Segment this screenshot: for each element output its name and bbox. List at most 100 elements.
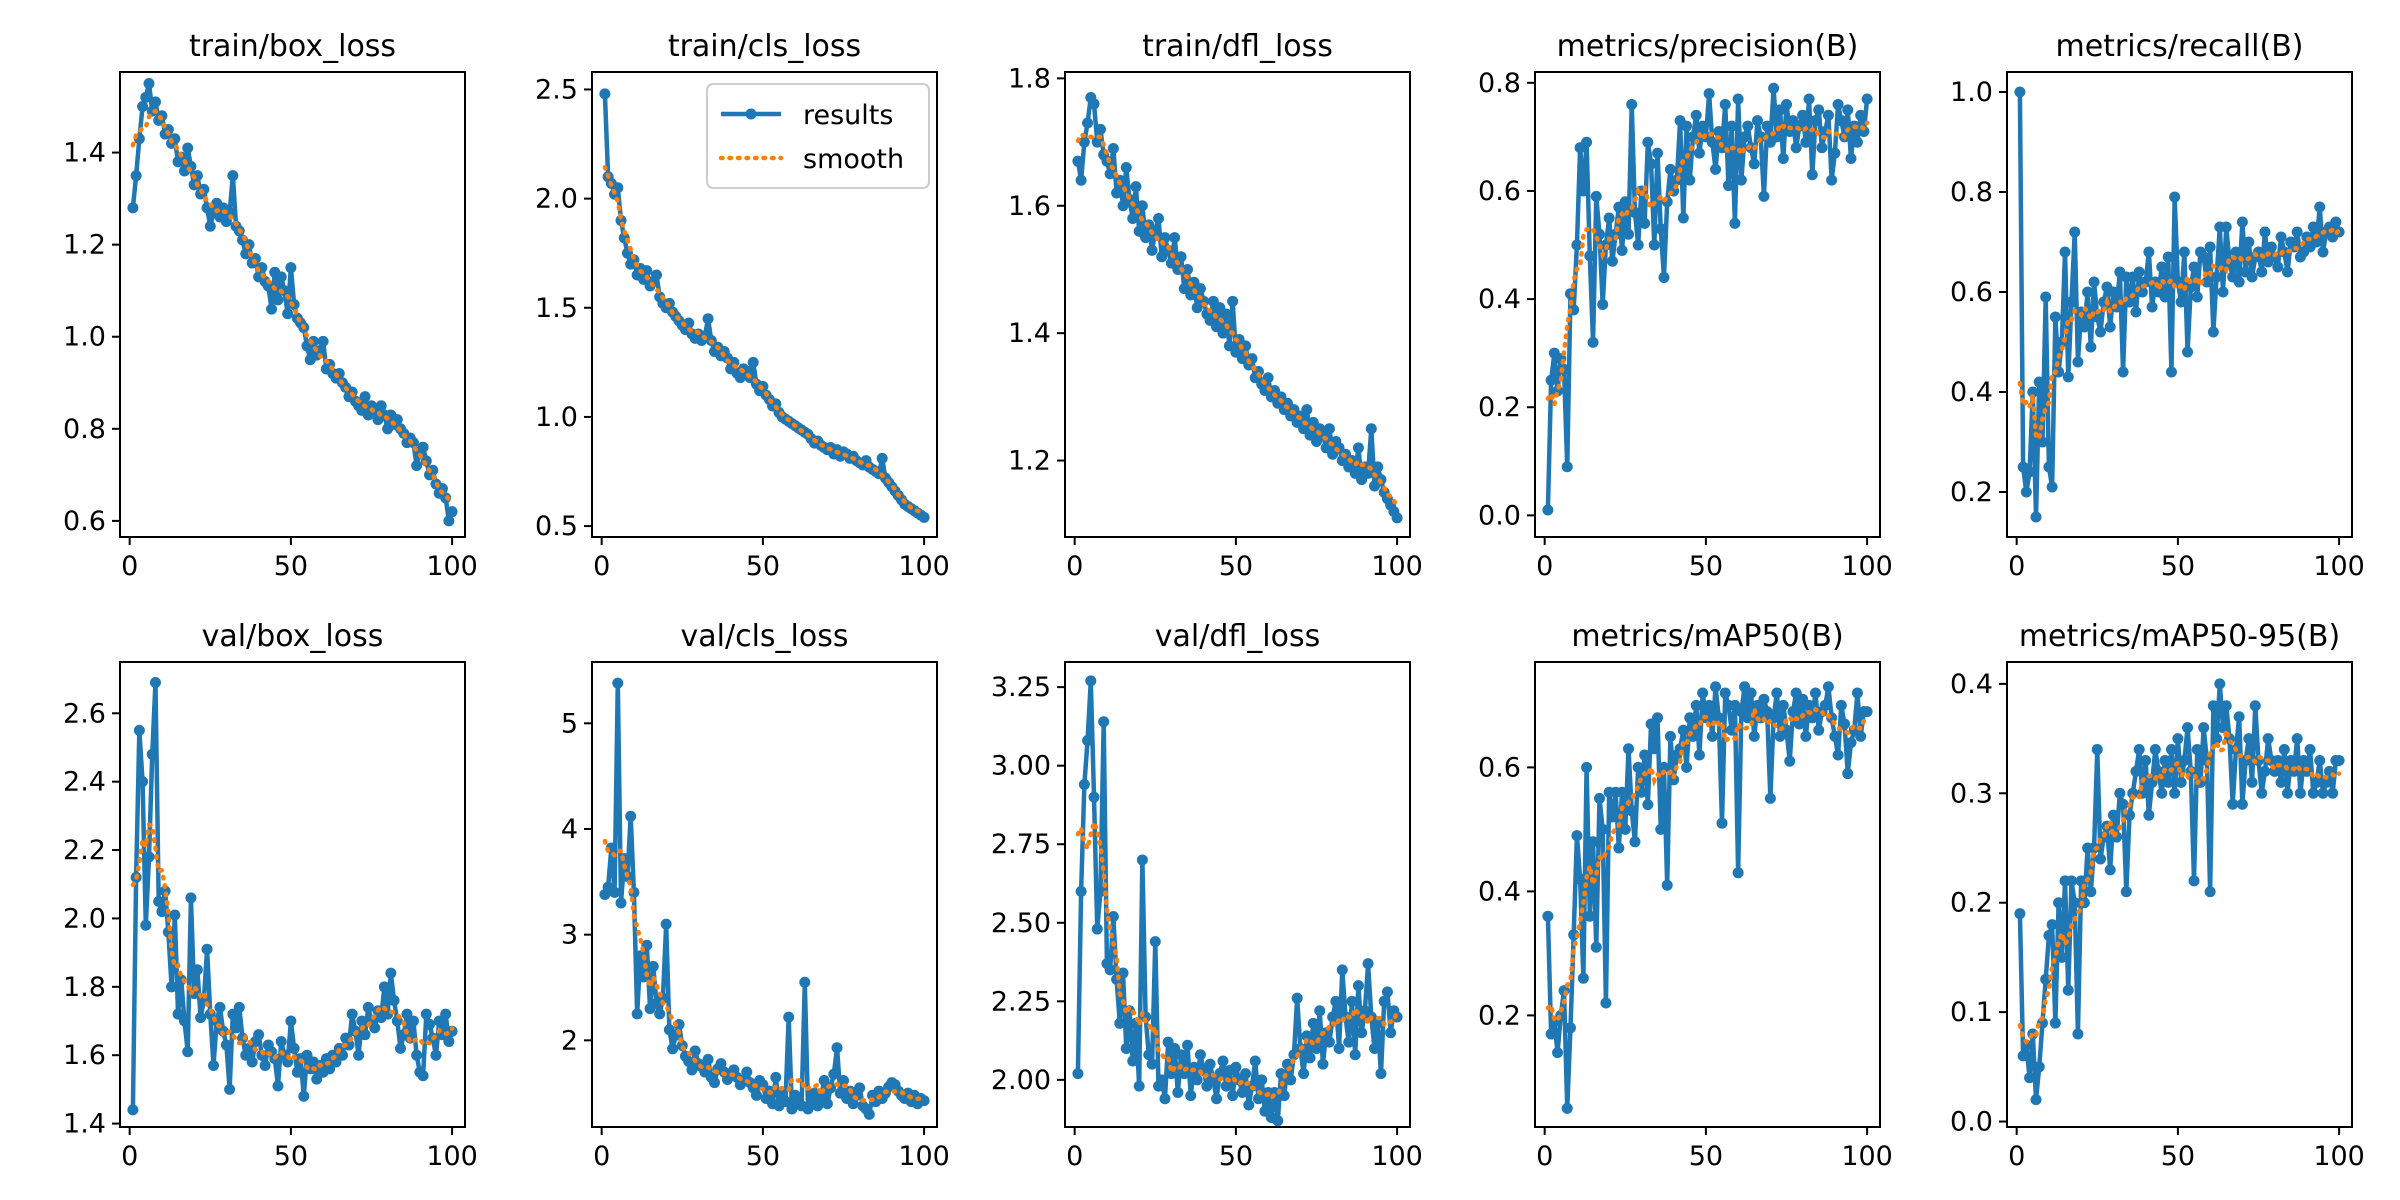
results-point <box>362 1001 374 1013</box>
results-point <box>1545 374 1557 386</box>
y-tick-label: 2.75 <box>991 829 1051 860</box>
results-point <box>137 101 149 113</box>
results-point <box>1085 675 1097 687</box>
results-point <box>2062 371 2074 383</box>
results-point <box>395 1042 407 1054</box>
results-point <box>401 1008 413 1020</box>
results-point <box>1722 180 1734 192</box>
results-point <box>1240 1068 1252 1080</box>
results-point <box>1623 743 1634 755</box>
results-point <box>233 1001 245 1013</box>
results-point <box>1140 232 1152 244</box>
y-tick-label: 0.1 <box>1950 997 1993 1028</box>
results-point <box>2065 296 2077 308</box>
results-point <box>1642 799 1654 811</box>
subplot-title: val/box_loss <box>202 619 384 654</box>
results-point <box>2053 897 2065 909</box>
y-tick-label: 0.0 <box>1478 500 1521 531</box>
results-point <box>1175 251 1187 263</box>
results-point <box>1581 761 1593 773</box>
x-tick-label: 100 <box>426 551 478 582</box>
results-point <box>1346 995 1358 1007</box>
results-point <box>1655 823 1667 835</box>
results-point <box>166 981 178 993</box>
results-point <box>1214 1068 1226 1080</box>
subplot-metrics-recall-b: metrics/recall(B) 0 50 100 0.2 0.4 0.6 0.8 1.0 <box>1950 29 2365 582</box>
x-tick-label: 50 <box>2161 1141 2195 1172</box>
smooth-line <box>602 838 927 1103</box>
results-point <box>2220 221 2232 233</box>
results-point <box>1356 1027 1368 1039</box>
results-point <box>375 400 387 412</box>
results-point <box>1577 185 1589 197</box>
results-point <box>2020 1039 2032 1051</box>
results-point <box>2040 973 2052 985</box>
y-tick-label: 1.5 <box>535 293 578 324</box>
results-point <box>1648 239 1660 251</box>
results-point <box>1593 792 1605 804</box>
results-point <box>1597 299 1609 310</box>
results-point <box>285 1015 297 1027</box>
results-point <box>1104 168 1116 180</box>
results-point <box>641 265 653 277</box>
results-point <box>227 1008 239 1020</box>
x-tick-label: 50 <box>2161 551 2195 582</box>
results-point <box>2114 787 2126 799</box>
results-point <box>224 1083 236 1095</box>
results-point <box>2133 266 2145 278</box>
results-point <box>1677 724 1689 736</box>
results-point <box>2062 984 2074 996</box>
results-point <box>1104 964 1116 976</box>
y-tick-label: 2.5 <box>535 74 578 105</box>
results-point <box>1159 1093 1171 1105</box>
results-point <box>1629 836 1641 848</box>
results-point <box>1851 687 1863 699</box>
results-point <box>2249 700 2261 712</box>
results-point <box>2330 216 2342 228</box>
results-point <box>1156 1074 1168 1086</box>
results-point <box>1613 842 1625 854</box>
results-point <box>424 1018 436 1030</box>
results-point <box>612 677 624 689</box>
results-point <box>683 1055 695 1067</box>
y-tick-label: 0.6 <box>63 506 106 537</box>
results-point <box>2227 798 2239 810</box>
results-point <box>2143 246 2155 258</box>
results-point <box>1768 82 1780 94</box>
results-point <box>1745 687 1757 699</box>
results-point <box>1349 1049 1361 1061</box>
axes-frame <box>1534 71 1881 538</box>
results-point <box>1719 98 1731 110</box>
subplot-title: train/cls_loss <box>668 29 861 64</box>
subplot-val-box-loss: val/box_loss 0 50 100 1.4 1.6 1.8 2.0 2.2 2.4 2.6 <box>63 619 478 1172</box>
results-point <box>282 308 294 320</box>
y-tick-label: 1.8 <box>63 972 106 1003</box>
results-point <box>440 1008 452 1020</box>
results-point <box>1813 724 1825 736</box>
results-point <box>1597 823 1609 835</box>
results-point <box>863 1108 875 1120</box>
results-point <box>2036 436 2048 448</box>
results-point <box>1133 1080 1145 1092</box>
x-tick-label: 0 <box>1536 1141 1553 1172</box>
results-point <box>654 1008 666 1020</box>
x-tick-label: 0 <box>121 551 138 582</box>
results-point <box>1813 104 1825 116</box>
results-point <box>1822 109 1834 121</box>
results-point <box>2156 787 2168 799</box>
y-tick-label: 1.4 <box>63 1109 106 1140</box>
results-point <box>1703 699 1715 711</box>
results-point <box>1352 442 1364 454</box>
results-point <box>660 918 672 930</box>
results-point <box>2027 386 2039 398</box>
results-point <box>2278 744 2290 756</box>
results-point <box>2259 226 2271 238</box>
results-point <box>266 303 278 315</box>
results-point <box>317 335 329 347</box>
results-point <box>1771 687 1783 699</box>
results-line <box>1075 678 1400 1123</box>
y-tick-label: 2.50 <box>991 908 1051 939</box>
results-point <box>1381 986 1393 998</box>
x-tick-label: 50 <box>1219 551 1253 582</box>
results-point <box>1571 830 1583 842</box>
